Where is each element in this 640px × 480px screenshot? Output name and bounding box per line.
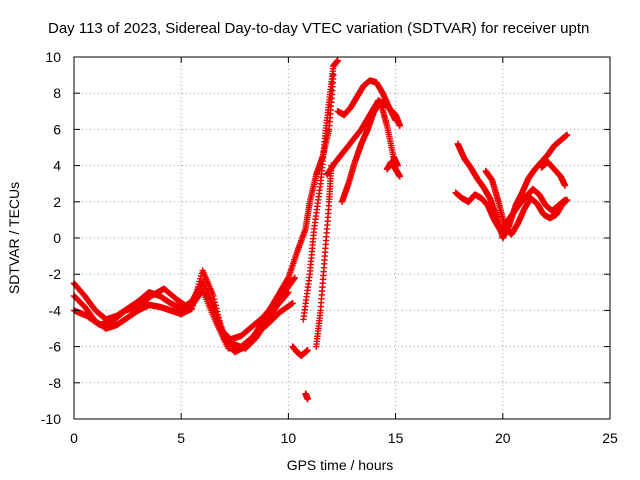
- series-track-h: [289, 343, 311, 359]
- y-tick-label: 4: [53, 158, 61, 174]
- axis-ticks: [73, 56, 611, 420]
- y-tick-label: -8: [49, 375, 62, 391]
- data-point: [334, 57, 341, 64]
- y-tick-label: 10: [45, 49, 61, 65]
- x-tick-label: 0: [70, 430, 78, 446]
- data-point: [563, 131, 571, 139]
- y-tick-label: 0: [53, 230, 61, 246]
- series-track-m: [383, 158, 404, 180]
- chart-title: Day 113 of 2023, Sidereal Day-to-day VTE…: [48, 20, 589, 37]
- y-axis-label: SDTVAR / TECUs: [6, 182, 22, 294]
- y-tick-label: 2: [53, 194, 61, 210]
- series-track-b: [70, 267, 292, 356]
- y-tick-label: 6: [53, 121, 61, 137]
- series-track-i: [302, 390, 311, 403]
- data-point: [561, 182, 569, 189]
- data-point: [304, 395, 311, 403]
- data-point: [213, 305, 220, 312]
- series-track-p: [482, 167, 571, 238]
- x-tick-label: 10: [281, 430, 297, 446]
- data-point: [291, 274, 299, 282]
- x-tick-label: 5: [177, 430, 185, 446]
- y-tick-label: -6: [49, 339, 62, 355]
- data-point: [563, 196, 571, 204]
- data-point: [212, 302, 219, 309]
- series-track-o: [452, 185, 569, 234]
- data-point: [210, 295, 218, 303]
- x-tick-label: 20: [495, 430, 511, 446]
- series-track-n: [454, 131, 571, 242]
- series-track-q: [538, 158, 569, 189]
- data-point: [211, 298, 219, 306]
- y-tick-label: -10: [41, 411, 61, 427]
- y-tick-label: -2: [49, 266, 62, 282]
- x-axis-label: GPS time / hours: [287, 457, 394, 473]
- data-point: [213, 308, 221, 315]
- data-point: [304, 347, 311, 354]
- x-tick-label: 25: [602, 430, 618, 446]
- data-point: [289, 299, 296, 307]
- series-track-k: [338, 99, 401, 205]
- series-track-g: [313, 162, 335, 350]
- y-tick-label: 8: [53, 85, 61, 101]
- series-track-l: [323, 97, 404, 178]
- data-point: [290, 275, 298, 283]
- data-point: [210, 292, 217, 300]
- data-point: [396, 122, 404, 129]
- data-points: [70, 57, 571, 403]
- x-tick-label: 15: [388, 430, 404, 446]
- y-tick-label: -4: [49, 302, 62, 318]
- series-track-f: [300, 57, 341, 323]
- x-tick-labels: 0 5 10 15 20 25: [70, 430, 618, 446]
- data-point: [215, 314, 222, 321]
- data-point: [396, 173, 404, 180]
- y-tick-labels: -10 -8 -6 -4 -2 0 2 4 6 8 10: [41, 49, 61, 427]
